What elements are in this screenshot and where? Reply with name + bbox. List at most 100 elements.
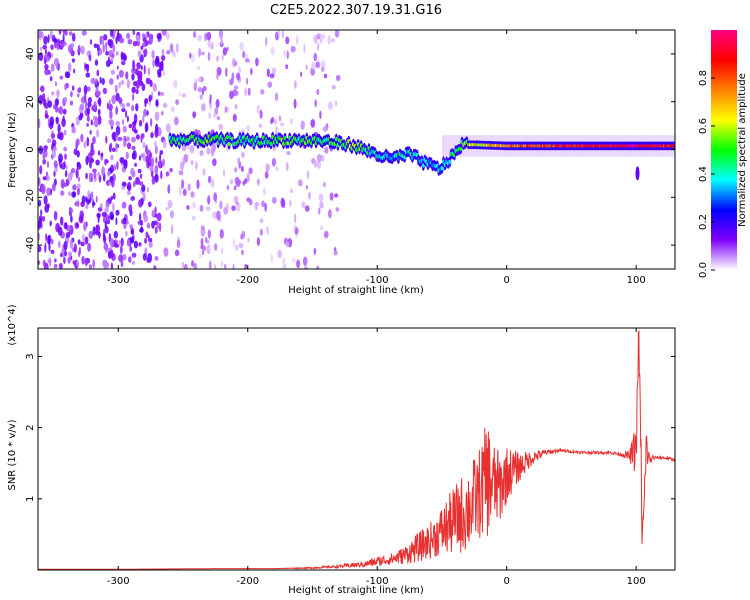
spectral-noise-blob xyxy=(174,249,180,257)
spectral-noise-blob xyxy=(72,184,77,191)
spectral-noise-blob xyxy=(205,206,211,211)
spectral-noise-blob xyxy=(143,214,149,223)
spectral-noise-blob xyxy=(286,50,289,60)
spectral-noise-blob xyxy=(64,96,68,103)
spectral-noise-blob xyxy=(89,148,95,156)
spectral-noise-blob xyxy=(232,238,236,248)
spectral-noise-blob xyxy=(61,118,66,127)
spectral-noise-blob xyxy=(255,57,259,67)
spectral-noise-blob xyxy=(71,58,75,63)
spectral-noise-blob xyxy=(208,112,212,119)
spectral-noise-blob xyxy=(133,113,138,124)
ridge-spike xyxy=(635,166,640,181)
spectral-noise-blob xyxy=(80,241,85,247)
spectral-noise-blob xyxy=(256,178,261,186)
spectral-noise-blob xyxy=(94,118,99,128)
spectral-noise-blob xyxy=(86,136,90,147)
spectral-noise-blob xyxy=(235,244,239,251)
spectral-noise-blob xyxy=(318,207,321,215)
spectral-noise-blob xyxy=(50,188,52,196)
spectral-noise-blob xyxy=(260,89,265,95)
spectral-noise-blob xyxy=(183,263,188,269)
spectral-noise-blob xyxy=(80,133,84,143)
spectral-noise-blob xyxy=(142,253,147,261)
spectral-noise-blob xyxy=(141,184,146,192)
spectral-noise-blob xyxy=(127,190,131,196)
spectral-noise-blob xyxy=(100,152,104,157)
spectral-noise-blob xyxy=(110,262,113,269)
spectral-noise-blob xyxy=(316,265,320,269)
spectral-noise-blob xyxy=(207,175,212,184)
colorbar-tick-label: 0.6 xyxy=(698,118,709,134)
figure-title: C2E5.2022.307.19.31.G16 xyxy=(270,3,442,18)
spectral-noise-blob xyxy=(49,30,53,40)
x-tick-label: -100 xyxy=(366,275,389,286)
spectral-noise-blob xyxy=(97,91,101,96)
spectral-noise-blob xyxy=(245,58,250,63)
spectral-noise-blob xyxy=(139,155,141,161)
spectral-noise-blob xyxy=(246,77,249,85)
spectral-noise-blob xyxy=(194,78,199,83)
spectral-noise-blob xyxy=(211,144,215,155)
spectral-noise-blob xyxy=(190,53,195,63)
spectral-noise-blob xyxy=(147,67,151,76)
spectral-noise-blob xyxy=(115,209,120,216)
spectral-noise-blob xyxy=(208,246,211,252)
spectral-noise-blob xyxy=(44,68,49,76)
spectral-noise-blob xyxy=(170,43,173,53)
spectral-noise-blob xyxy=(78,215,84,224)
spectral-noise-blob xyxy=(156,222,161,229)
spectral-noise-blob xyxy=(264,170,269,179)
spectral-noise-blob xyxy=(121,107,126,113)
spectral-noise-blob xyxy=(105,135,108,144)
spectral-noise-blob xyxy=(313,52,318,62)
spectral-noise-blob xyxy=(114,243,120,248)
spectral-noise-blob xyxy=(246,197,251,203)
spectral-noise-blob xyxy=(120,80,125,85)
spectral-noise-blob xyxy=(291,257,296,263)
spectral-noise-blob xyxy=(247,87,251,96)
spectral-noise-blob xyxy=(126,115,129,123)
spectral-noise-blob xyxy=(53,170,56,177)
spectral-noise-blob xyxy=(162,158,165,167)
colorbar-tick-label: 0.8 xyxy=(698,70,709,86)
spectral-noise-blob xyxy=(242,180,245,186)
spectral-noise-blob xyxy=(225,67,228,77)
spectral-noise-blob xyxy=(64,153,67,160)
spectral-noise-blob xyxy=(58,153,63,163)
spectral-noise-blob xyxy=(73,148,78,156)
spectral-noise-blob xyxy=(226,106,230,113)
spectral-noise-blob xyxy=(140,65,143,70)
spectral-noise-blob xyxy=(54,57,59,67)
spectral-noise-blob xyxy=(117,136,123,142)
colorbar-tick-label: 0.0 xyxy=(698,262,709,278)
spectral-noise-blob xyxy=(108,99,111,107)
spectral-noise-blob xyxy=(320,33,326,40)
spectral-noise-blob xyxy=(105,201,110,208)
spectral-noise-blob xyxy=(204,236,208,243)
spectral-noise-blob xyxy=(174,116,179,126)
spectral-noise-blob xyxy=(209,94,212,101)
spectral-noise-blob xyxy=(125,230,128,237)
x-tick-label: -300 xyxy=(107,576,130,587)
spectral-noise-blob xyxy=(152,83,157,92)
spectral-noise-blob xyxy=(77,87,82,94)
spectral-noise-blob xyxy=(156,212,162,222)
spectral-noise-blob xyxy=(38,177,41,187)
spectral-noise-blob xyxy=(134,162,138,167)
spectral-noise-blob xyxy=(305,184,308,190)
spectral-noise-blob xyxy=(294,227,299,235)
spectral-noise-blob xyxy=(222,47,228,56)
spectral-noise-blob xyxy=(159,153,162,162)
spectral-noise-blob xyxy=(296,259,301,269)
spectral-noise-blob xyxy=(335,207,340,212)
spectral-noise-blob xyxy=(110,154,114,161)
spectral-noise-blob xyxy=(127,181,132,192)
spectral-noise-blob xyxy=(258,123,263,128)
spectral-noise-blob xyxy=(112,202,115,213)
spectral-noise-blob xyxy=(196,179,200,190)
spectral-noise-blob xyxy=(125,151,129,160)
spectral-noise-blob xyxy=(131,86,136,94)
